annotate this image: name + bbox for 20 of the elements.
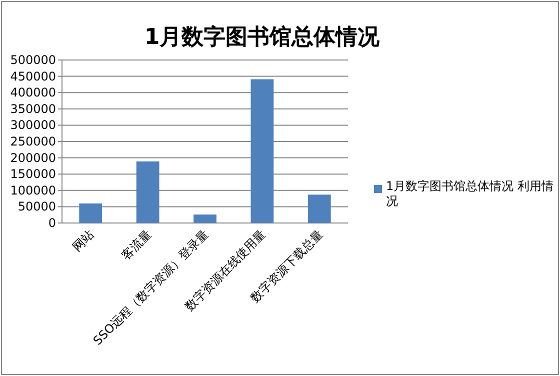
y-tick-label: 350000 bbox=[10, 102, 56, 116]
y-tick-label: 150000 bbox=[10, 167, 56, 182]
x-tick-label: 客流量 bbox=[118, 227, 154, 263]
y-tick-label: 100000 bbox=[10, 183, 56, 198]
y-tick-label: 450000 bbox=[10, 69, 56, 84]
y-tick-label: 0 bbox=[48, 216, 56, 230]
y-tick-label: 50000 bbox=[18, 200, 56, 214]
bar bbox=[250, 79, 274, 223]
y-tick-label: 500000 bbox=[10, 53, 56, 67]
bar bbox=[136, 161, 160, 223]
bar bbox=[79, 203, 102, 223]
y-tick-label: 200000 bbox=[10, 150, 56, 165]
legend-label: 1月数字图书馆总体情况 利用情况 bbox=[386, 179, 554, 209]
y-tick-label: 250000 bbox=[10, 134, 56, 148]
x-tick-label: 网站 bbox=[70, 227, 97, 254]
bar bbox=[194, 214, 216, 223]
bar bbox=[308, 194, 331, 223]
y-tick-label: 300000 bbox=[10, 118, 56, 132]
y-tick-label: 400000 bbox=[10, 86, 56, 100]
chart-title: 1月数字图书馆总体情况 bbox=[144, 24, 381, 50]
